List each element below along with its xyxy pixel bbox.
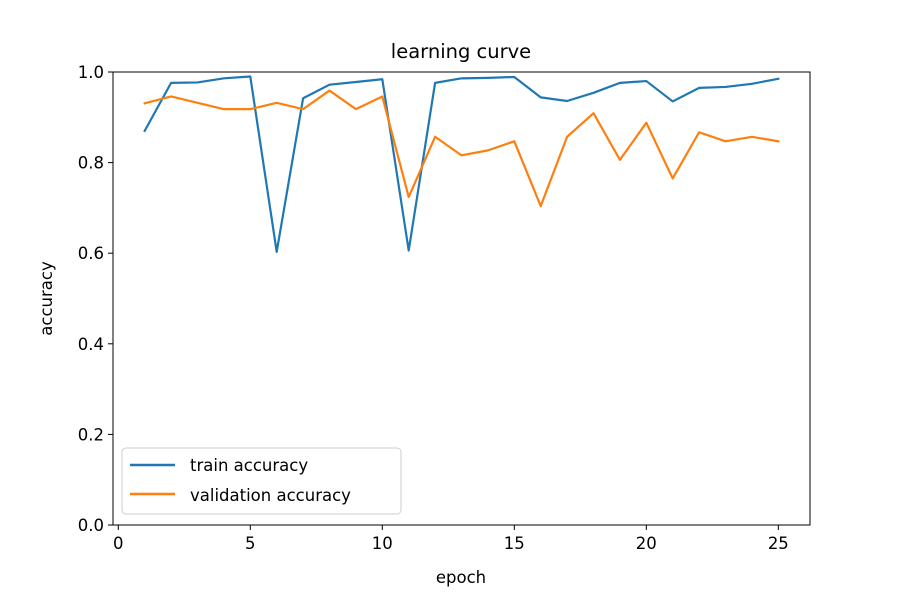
y-tick-label: 1.0 [78,63,104,82]
chart-title: learning curve [391,40,531,63]
x-tick-label: 0 [113,534,124,553]
y-axis: 0.0 0.2 0.4 0.6 0.8 1.0 [78,63,113,535]
series-line-train-accuracy [143,75,780,253]
legend-label-validation-accuracy: validation accuracy [190,486,351,505]
legend-label-train-accuracy: train accuracy [190,456,308,475]
x-tick-label: 20 [636,534,657,553]
x-tick-label: 25 [768,534,789,553]
y-tick-label: 0.8 [78,154,104,173]
y-axis-label: accuracy [37,261,56,336]
x-axis-label: epoch [436,568,486,587]
series-line-validation-accuracy [143,89,780,208]
x-tick-label: 5 [245,534,256,553]
series-layer [143,75,780,253]
y-tick-label: 0.4 [78,335,104,354]
y-tick-label: 0.6 [78,244,104,263]
y-tick-label: 0.0 [78,516,104,535]
x-tick-label: 15 [504,534,525,553]
axes-frame [112,71,811,526]
y-tick-label: 0.2 [78,425,104,444]
legend: train accuracy validation accuracy [121,447,402,515]
plot-area [112,71,811,526]
x-tick-label: 10 [372,534,393,553]
x-axis: 0 5 10 15 20 25 [113,525,789,553]
legend-box [121,447,402,515]
